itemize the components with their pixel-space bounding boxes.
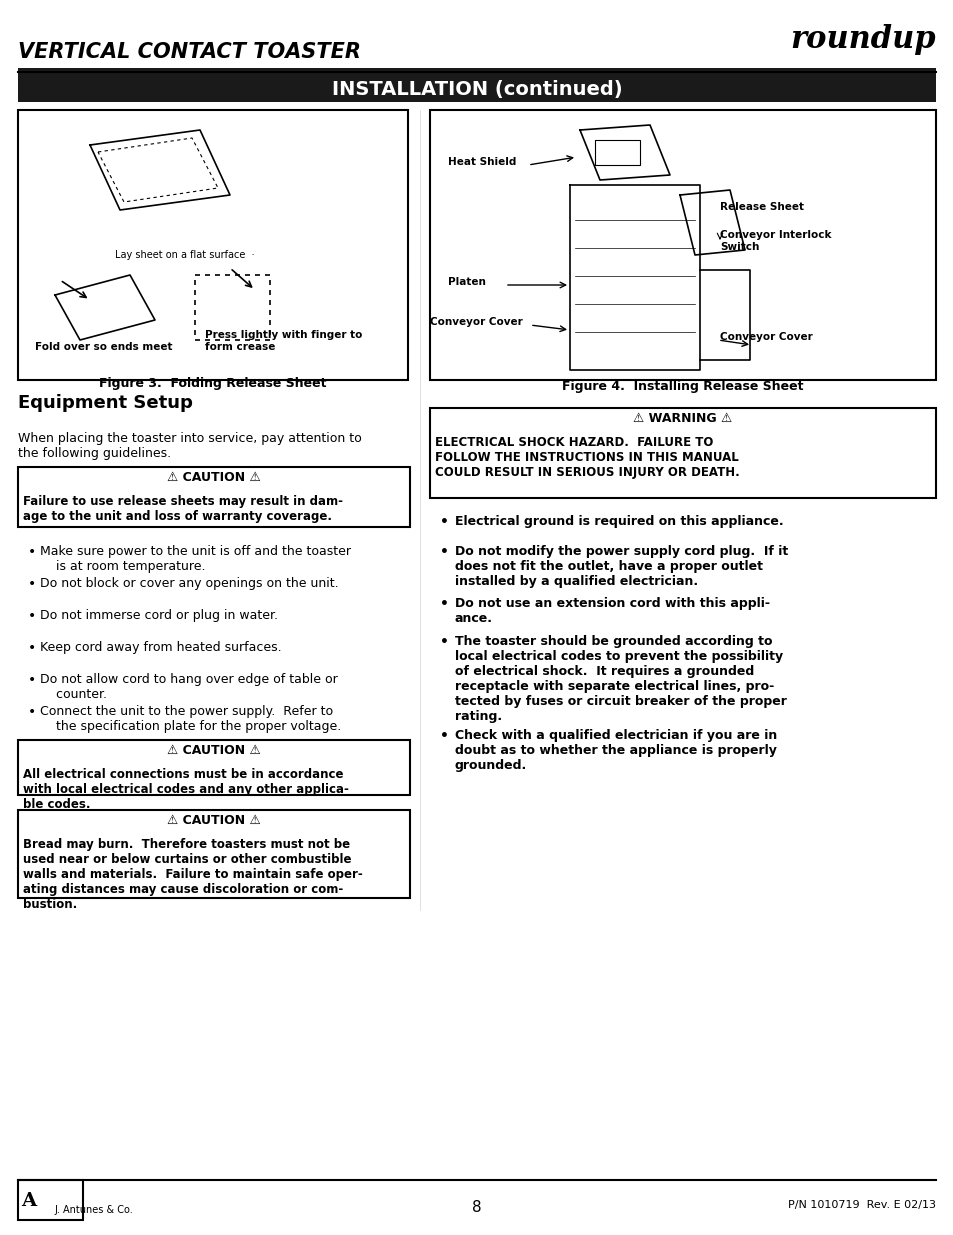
Bar — [18, 110, 408, 380]
Text: Do not allow cord to hang over edge of table or
    counter.: Do not allow cord to hang over edge of t… — [40, 673, 337, 701]
Text: 8: 8 — [472, 1200, 481, 1215]
Text: •: • — [439, 635, 449, 650]
Text: •: • — [28, 545, 36, 559]
Text: ⚠ WARNING ⚠: ⚠ WARNING ⚠ — [633, 412, 732, 425]
Text: Lay sheet on a flat surface  ·: Lay sheet on a flat surface · — [115, 249, 254, 261]
Bar — [595, 140, 639, 165]
Text: Figure 4.  Installing Release Sheet: Figure 4. Installing Release Sheet — [561, 380, 803, 393]
Text: Conveyor Interlock
Switch: Conveyor Interlock Switch — [720, 230, 831, 252]
Text: Equipment Setup: Equipment Setup — [18, 394, 193, 412]
Text: Fold over so ends meet: Fold over so ends meet — [35, 342, 172, 352]
Text: When placing the toaster into service, pay attention to
the following guidelines: When placing the toaster into service, p… — [18, 432, 361, 459]
Text: ELECTRICAL SHOCK HAZARD.  FAILURE TO
FOLLOW THE INSTRUCTIONS IN THIS MANUAL
COUL: ELECTRICAL SHOCK HAZARD. FAILURE TO FOLL… — [435, 436, 739, 479]
Text: •: • — [28, 609, 36, 622]
Text: Bread may burn.  Therefore toasters must not be
used near or below curtains or o: Bread may burn. Therefore toasters must … — [23, 839, 362, 911]
Text: Do not immerse cord or plug in water.: Do not immerse cord or plug in water. — [40, 609, 277, 622]
Text: INSTALLATION (continued): INSTALLATION (continued) — [332, 79, 621, 99]
Bar — [18, 467, 410, 527]
Text: Press lightly with finger to
form crease: Press lightly with finger to form crease — [205, 330, 362, 352]
Text: A: A — [21, 1192, 36, 1210]
Text: Platen: Platen — [448, 277, 485, 287]
Bar — [430, 110, 935, 380]
Bar — [18, 1179, 83, 1220]
Text: ⚠ CAUTION ⚠: ⚠ CAUTION ⚠ — [167, 471, 260, 484]
Text: Make sure power to the unit is off and the toaster
    is at room temperature.: Make sure power to the unit is off and t… — [40, 545, 351, 573]
Text: Conveyor Cover: Conveyor Cover — [430, 317, 522, 327]
Text: Failure to use release sheets may result in dam-
age to the unit and loss of war: Failure to use release sheets may result… — [23, 495, 343, 522]
Text: •: • — [28, 577, 36, 592]
Text: •: • — [439, 545, 449, 559]
Text: •: • — [28, 705, 36, 719]
Text: Heat Shield: Heat Shield — [448, 157, 516, 167]
Text: •: • — [439, 729, 449, 743]
Text: ⚠ CAUTION ⚠: ⚠ CAUTION ⚠ — [167, 814, 260, 827]
Text: Do not modify the power supply cord plug.  If it
does not fit the outlet, have a: Do not modify the power supply cord plug… — [455, 545, 787, 588]
Bar — [18, 810, 410, 898]
Bar — [18, 740, 410, 795]
Bar — [18, 68, 935, 103]
Text: Do not use an extension cord with this appli-
ance.: Do not use an extension cord with this a… — [455, 597, 769, 625]
Text: VERTICAL CONTACT TOASTER: VERTICAL CONTACT TOASTER — [18, 42, 360, 62]
Text: •: • — [28, 673, 36, 687]
Text: •: • — [439, 515, 449, 529]
Text: The toaster should be grounded according to
local electrical codes to prevent th: The toaster should be grounded according… — [455, 635, 786, 722]
Text: •: • — [28, 641, 36, 655]
Bar — [430, 408, 935, 498]
Text: Connect the unit to the power supply.  Refer to
    the specification plate for : Connect the unit to the power supply. Re… — [40, 705, 341, 734]
Text: roundup: roundup — [789, 23, 935, 56]
Text: Keep cord away from heated surfaces.: Keep cord away from heated surfaces. — [40, 641, 281, 655]
Text: Electrical ground is required on this appliance.: Electrical ground is required on this ap… — [455, 515, 782, 529]
Text: All electrical connections must be in accordance
with local electrical codes and: All electrical connections must be in ac… — [23, 768, 349, 811]
Text: ⚠ CAUTION ⚠: ⚠ CAUTION ⚠ — [167, 743, 260, 757]
Text: Conveyor Cover: Conveyor Cover — [720, 332, 812, 342]
Text: •: • — [439, 597, 449, 611]
Text: J. Antunes & Co.: J. Antunes & Co. — [54, 1205, 132, 1215]
Text: P/N 1010719  Rev. E 02/13: P/N 1010719 Rev. E 02/13 — [787, 1200, 935, 1210]
Text: Figure 3.  Folding Release Sheet: Figure 3. Folding Release Sheet — [99, 377, 327, 390]
Text: Release Sheet: Release Sheet — [720, 203, 803, 212]
Text: Do not block or cover any openings on the unit.: Do not block or cover any openings on th… — [40, 577, 338, 590]
Text: Check with a qualified electrician if you are in
doubt as to whether the applian: Check with a qualified electrician if yo… — [455, 729, 777, 772]
